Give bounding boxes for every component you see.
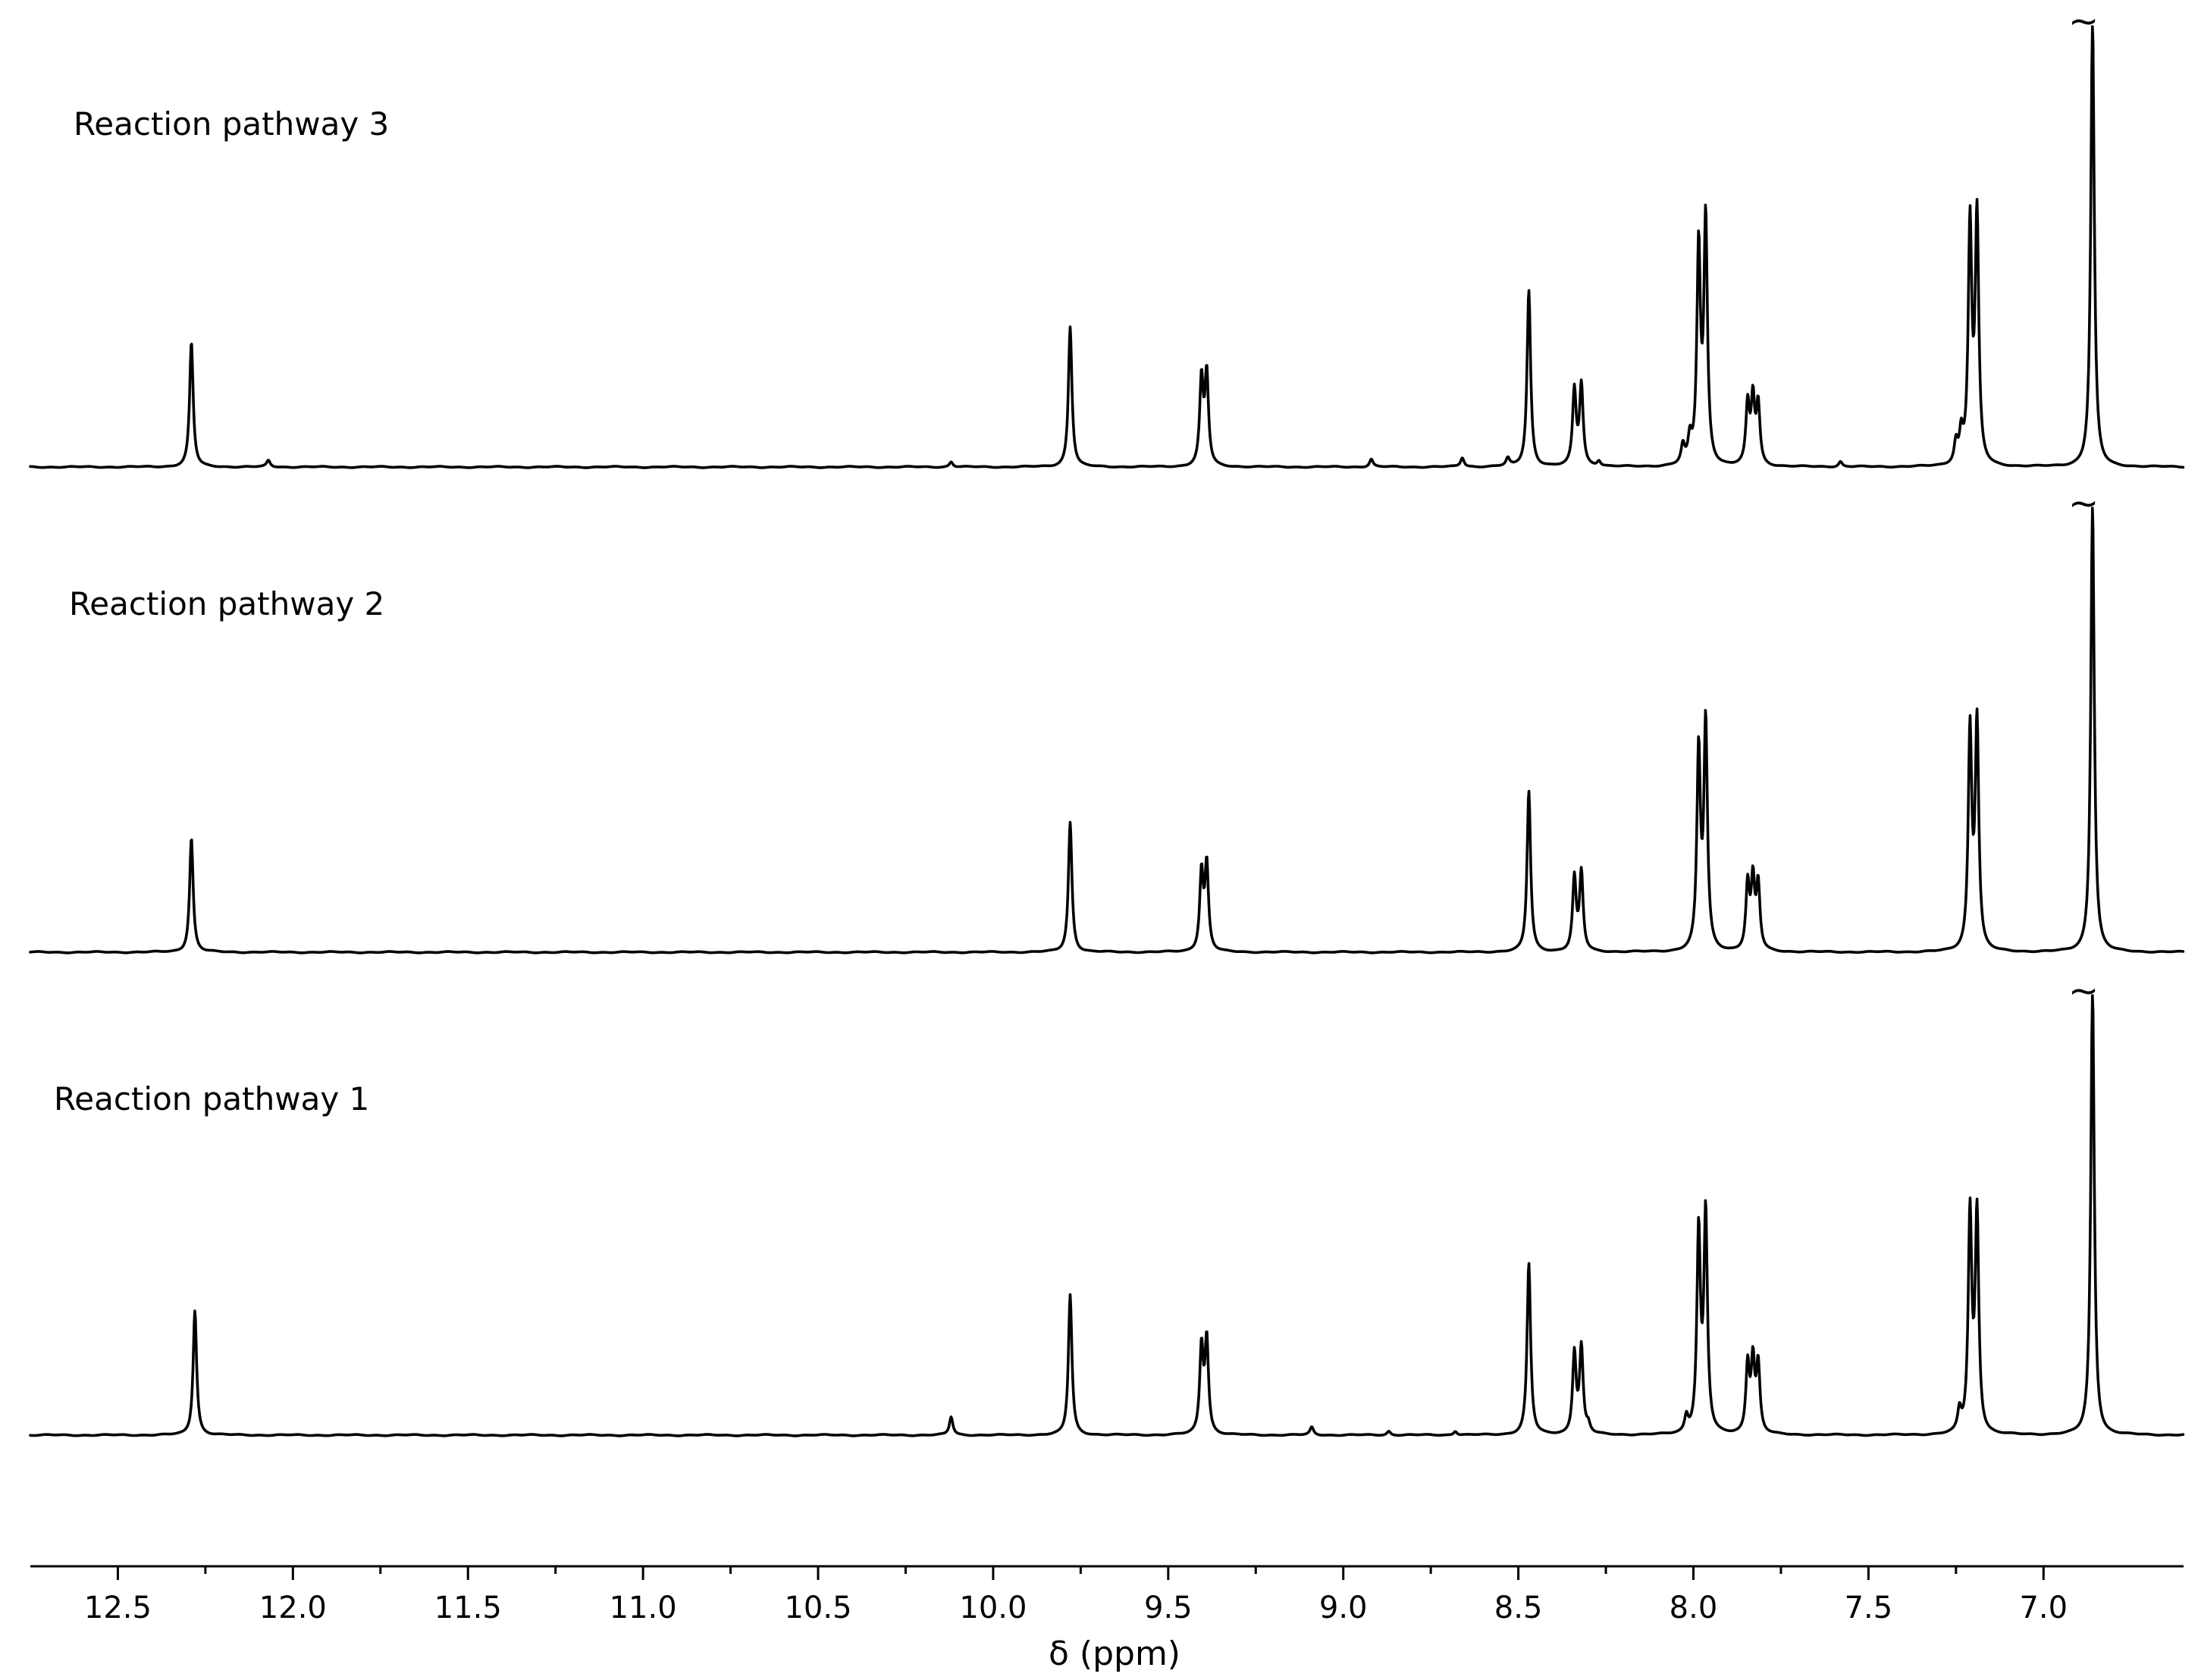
x-tick-label: 7.5 <box>1845 1591 1893 1625</box>
series-label-pathway-2: Reaction pathway 2 <box>69 585 384 622</box>
x-axis: 12.5 12.0 11.5 11.0 10.5 10.0 9.5 9.0 8.5 8.0 7.5 7… <box>30 1565 2184 1625</box>
peak-break-mark-pathway-3: ~ <box>2068 0 2099 42</box>
x-tick-label: 8.5 <box>1494 1591 1543 1625</box>
x-tick-label: 7.0 <box>2019 1591 2068 1625</box>
series-label-pathway-3: Reaction pathway 3 <box>74 105 389 143</box>
x-tick-label: 8.0 <box>1670 1591 1718 1625</box>
x-tick-label: 12.5 <box>84 1591 152 1625</box>
x-tick-label: 12.0 <box>259 1591 327 1625</box>
x-tick-label: 11.0 <box>610 1591 677 1625</box>
series-label-pathway-1: Reaction pathway 1 <box>54 1080 369 1117</box>
x-tick-label: 9.5 <box>1144 1591 1193 1625</box>
peak-break-mark-pathway-1: ~ <box>2068 970 2099 1012</box>
x-tick-label: 11.5 <box>434 1591 502 1625</box>
x-tick-label: 9.0 <box>1319 1591 1368 1625</box>
peak-break-mark-pathway-2: ~ <box>2068 482 2099 525</box>
x-axis-ticks: 12.5 12.0 11.5 11.0 10.5 10.0 9.5 9.0 8.5 8.0 7.5 7… <box>84 1566 2068 1625</box>
x-tick-label: 10.5 <box>784 1591 851 1625</box>
x-axis-title: δ (ppm) <box>1049 1635 1180 1673</box>
spectrum-traces <box>29 25 2185 1437</box>
spectrum-trace-pathway-2 <box>29 506 2185 954</box>
x-tick-label: 10.0 <box>959 1591 1027 1625</box>
spectrum-trace-pathway-3 <box>29 25 2185 469</box>
spectrum-trace-pathway-1 <box>29 994 2185 1437</box>
